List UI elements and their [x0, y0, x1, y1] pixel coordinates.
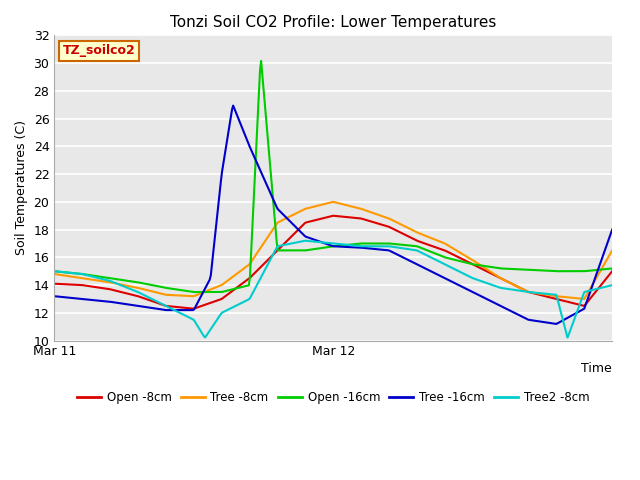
Tree2 -8cm: [564, 335, 572, 340]
Open -8cm: [51, 281, 58, 287]
Line: Open -8cm: Open -8cm: [54, 216, 612, 309]
Open -8cm: [609, 268, 616, 274]
Text: TZ_soilco2: TZ_soilco2: [63, 45, 136, 58]
Open -16cm: [51, 268, 58, 274]
Tree -8cm: [509, 281, 516, 287]
Tree -8cm: [597, 267, 605, 273]
Tree2 -8cm: [609, 282, 616, 288]
Open -16cm: [355, 241, 362, 247]
Open -8cm: [355, 216, 362, 221]
Tree2 -8cm: [597, 285, 605, 291]
Tree -16cm: [353, 245, 361, 251]
Title: Tonzi Soil CO2 Profile: Lower Temperatures: Tonzi Soil CO2 Profile: Lower Temperatur…: [170, 15, 497, 30]
Tree2 -8cm: [317, 240, 324, 245]
Y-axis label: Soil Temperatures (C): Soil Temperatures (C): [15, 120, 28, 255]
Tree -8cm: [353, 205, 361, 211]
Open -16cm: [190, 289, 198, 295]
Tree2 -8cm: [509, 287, 516, 292]
Legend: Open -8cm, Tree -8cm, Open -16cm, Tree -16cm, Tree2 -8cm: Open -8cm, Tree -8cm, Open -16cm, Tree -…: [72, 386, 594, 408]
Open -8cm: [189, 306, 196, 312]
Tree2 -8cm: [383, 243, 391, 249]
Tree2 -8cm: [302, 238, 310, 244]
Tree -16cm: [383, 247, 391, 253]
Tree -16cm: [320, 240, 328, 246]
Tree -16cm: [317, 239, 324, 245]
Tree -16cm: [609, 227, 616, 232]
Open -16cm: [510, 266, 518, 272]
Line: Tree2 -8cm: Tree2 -8cm: [54, 241, 612, 337]
Tree -8cm: [580, 296, 588, 302]
Open -16cm: [317, 245, 325, 251]
Open -8cm: [317, 216, 324, 222]
Open -8cm: [385, 224, 392, 229]
Tree -8cm: [51, 271, 58, 277]
Tree -16cm: [509, 309, 516, 315]
Line: Tree -16cm: Tree -16cm: [54, 106, 612, 324]
Tree2 -8cm: [51, 268, 58, 274]
Tree -8cm: [383, 215, 391, 221]
Tree -8cm: [316, 203, 323, 208]
Tree2 -8cm: [320, 240, 328, 245]
Open -16cm: [597, 267, 605, 273]
Open -8cm: [330, 213, 338, 219]
Open -8cm: [320, 215, 328, 221]
Tree -16cm: [552, 321, 560, 327]
Open -16cm: [385, 240, 392, 246]
Tree -8cm: [609, 248, 616, 253]
Tree -16cm: [51, 293, 58, 299]
Line: Tree -8cm: Tree -8cm: [54, 202, 612, 299]
Tree -16cm: [229, 103, 237, 108]
Text: Time: Time: [581, 362, 612, 375]
Open -16cm: [321, 245, 329, 251]
Open -8cm: [510, 282, 518, 288]
Tree -8cm: [329, 199, 337, 205]
Open -16cm: [257, 58, 265, 64]
Tree -8cm: [319, 202, 326, 207]
Open -8cm: [597, 282, 605, 288]
Tree -16cm: [597, 258, 605, 264]
Open -16cm: [609, 265, 616, 271]
Tree2 -8cm: [353, 243, 361, 249]
Line: Open -16cm: Open -16cm: [54, 61, 612, 292]
